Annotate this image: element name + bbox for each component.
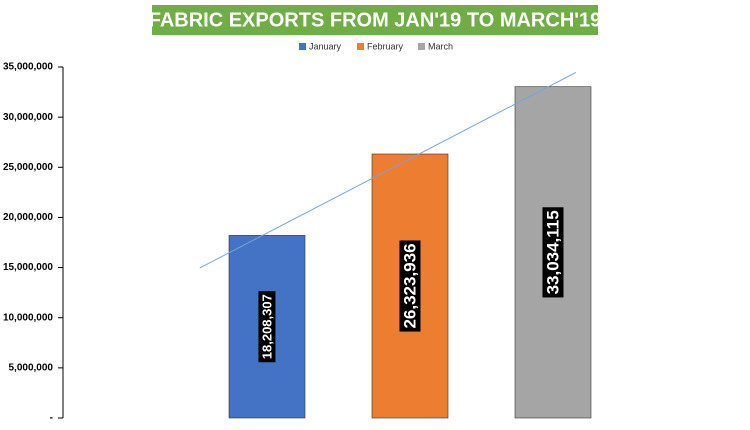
legend-swatch (418, 43, 425, 50)
data-label-background (542, 207, 564, 298)
title-background (152, 5, 598, 35)
chart-title: FABRIC EXPORTS FROM JAN'19 TO MARCH'19 (149, 9, 602, 31)
data-label-background (258, 291, 276, 363)
y-tick-label: - (50, 413, 53, 424)
data-label-text: 18,208,307 (259, 294, 274, 359)
data-label-text: 26,323,936 (400, 243, 419, 328)
data-label: 26,323,936 (399, 240, 421, 332)
y-tick-label: 30,000,000 (3, 112, 53, 123)
y-tick-label: 5,000,000 (9, 362, 54, 373)
legend-label: January (309, 41, 342, 51)
data-label-text: 33,034,115 (543, 210, 562, 294)
data-label-background (399, 240, 421, 332)
legend-swatch (357, 43, 364, 50)
data-label: 33,034,115 (542, 207, 564, 298)
y-tick-label: 25,000,000 (3, 162, 53, 173)
legend-label: March (428, 41, 453, 51)
legend-label: February (367, 41, 404, 51)
legend-swatch (299, 43, 306, 50)
y-tick-label: 10,000,000 (3, 312, 53, 323)
data-label: 18,208,307 (258, 291, 276, 363)
y-tick-label: 15,000,000 (3, 262, 53, 273)
trendline (199, 72, 577, 269)
y-tick-label: 35,000,000 (3, 62, 53, 73)
y-tick-label: 20,000,000 (3, 212, 53, 223)
